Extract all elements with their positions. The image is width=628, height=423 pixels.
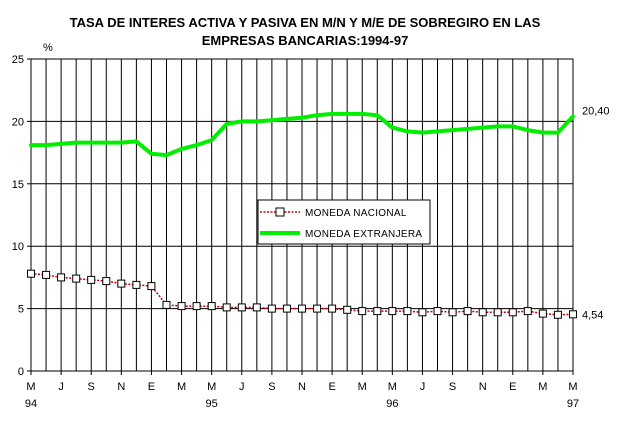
- series-moneda-nacional-marker: [403, 307, 412, 316]
- x-tick-label: E: [509, 381, 516, 393]
- x-year-label: 94: [25, 398, 37, 410]
- y-tick-label: 15: [12, 179, 24, 191]
- y-axis-unit-label: %: [43, 42, 53, 54]
- series-moneda-nacional-marker: [162, 300, 171, 309]
- x-tick-label: M: [568, 381, 577, 393]
- chart-title-line2: EMPRESAS BANCARIAS:1994-97: [202, 33, 409, 48]
- y-tick-label: 25: [12, 54, 24, 66]
- x-tick-label: S: [449, 381, 456, 393]
- series-moneda-nacional-marker: [433, 307, 442, 316]
- x-tick-label: S: [268, 381, 275, 393]
- series-moneda-nacional-marker: [57, 273, 66, 282]
- axis-layer: 0 5 10 15 20 25 M J S N E M M J S N E M M J S N E M M 94 95 96 97: [12, 54, 579, 410]
- x-tick-label: M: [538, 381, 547, 393]
- series-moneda-nacional-marker: [102, 277, 111, 286]
- series-moneda-nacional-marker: [463, 307, 472, 316]
- series-moneda-nacional-marker: [147, 282, 156, 291]
- x-year-label: 96: [386, 398, 398, 410]
- series-moneda-nacional-marker: [117, 279, 126, 288]
- x-year-label: 97: [567, 398, 579, 410]
- series-moneda-nacional-marker: [87, 275, 96, 284]
- series-moneda-nacional-marker: [478, 308, 487, 317]
- series-moneda-nacional-marker: [192, 302, 201, 311]
- y-tick-label: 20: [12, 116, 24, 128]
- series-moneda-nacional-marker: [418, 308, 427, 317]
- series-moneda-nacional-marker: [27, 269, 35, 278]
- x-tick-label: J: [58, 381, 64, 393]
- x-tick-label: N: [117, 381, 125, 393]
- series-layer: 20,40 4,54: [27, 105, 610, 321]
- series-moneda-nacional-marker: [553, 310, 562, 319]
- x-tick-label: M: [207, 381, 216, 393]
- series-moneda-nacional-marker: [252, 303, 261, 312]
- x-tick-label: J: [420, 381, 426, 393]
- x-tick-label: E: [148, 381, 155, 393]
- x-tick-label: J: [239, 381, 245, 393]
- y-tick-label: 5: [18, 304, 24, 316]
- series-moneda-nacional-marker: [222, 303, 231, 312]
- legend-box: [257, 199, 431, 245]
- series-moneda-nacional-marker: [132, 280, 141, 289]
- series-moneda-nacional-marker: [282, 304, 291, 313]
- series-moneda-nacional-marker: [358, 307, 367, 316]
- x-tick-label: M: [388, 381, 397, 393]
- legend-moneda-extranjera-label: MONEDA EXTRANJERA: [305, 229, 422, 240]
- series-moneda-nacional-marker: [207, 302, 216, 311]
- y-tick-label: 10: [12, 241, 24, 253]
- x-tick-label: M: [177, 381, 186, 393]
- x-tick-label: E: [328, 381, 335, 393]
- series-moneda-nacional-marker: [313, 304, 322, 313]
- series-moneda-nacional-marker: [328, 304, 337, 313]
- series-moneda-nacional-marker: [177, 302, 186, 311]
- legend: MONEDA NACIONAL MONEDA EXTRANJERA: [257, 199, 431, 245]
- x-tick-label: S: [88, 381, 95, 393]
- legend-moneda-nacional-label: MONEDA NACIONAL: [305, 208, 407, 219]
- series-moneda-nacional-marker: [448, 308, 457, 317]
- chart-title-line1: TASA DE INTERES ACTIVA Y PASIVA EN M/N Y…: [70, 15, 541, 30]
- series-moneda-nacional-marker: [72, 274, 81, 283]
- end-label-moneda-extranjera: 20,40: [582, 105, 610, 117]
- series-moneda-nacional-marker: [388, 307, 397, 316]
- x-tick-label: M: [26, 381, 35, 393]
- series-moneda-nacional-marker: [508, 308, 517, 317]
- series-moneda-nacional-marker: [237, 303, 246, 312]
- series-moneda-extranjera-line: [29, 111, 575, 158]
- series-moneda-nacional-marker: [523, 307, 532, 316]
- end-label-moneda-nacional: 4,54: [582, 309, 603, 321]
- series-moneda-nacional-marker: [267, 304, 276, 313]
- y-tick-label: 0: [18, 366, 24, 378]
- x-year-label: 95: [206, 398, 218, 410]
- x-tick-label: M: [358, 381, 367, 393]
- series-moneda-nacional-marker: [569, 310, 577, 319]
- series-moneda-nacional-marker: [538, 309, 547, 318]
- series-moneda-nacional-marker: [42, 270, 51, 279]
- x-tick-label: N: [479, 381, 487, 393]
- x-tick-label: N: [298, 381, 306, 393]
- series-moneda-nacional-marker: [493, 308, 502, 317]
- series-moneda-nacional-marker: [343, 305, 352, 314]
- series-moneda-nacional-marker: [373, 307, 382, 316]
- series-moneda-nacional-marker: [298, 304, 306, 313]
- legend-moneda-nacional-marker: [275, 207, 285, 217]
